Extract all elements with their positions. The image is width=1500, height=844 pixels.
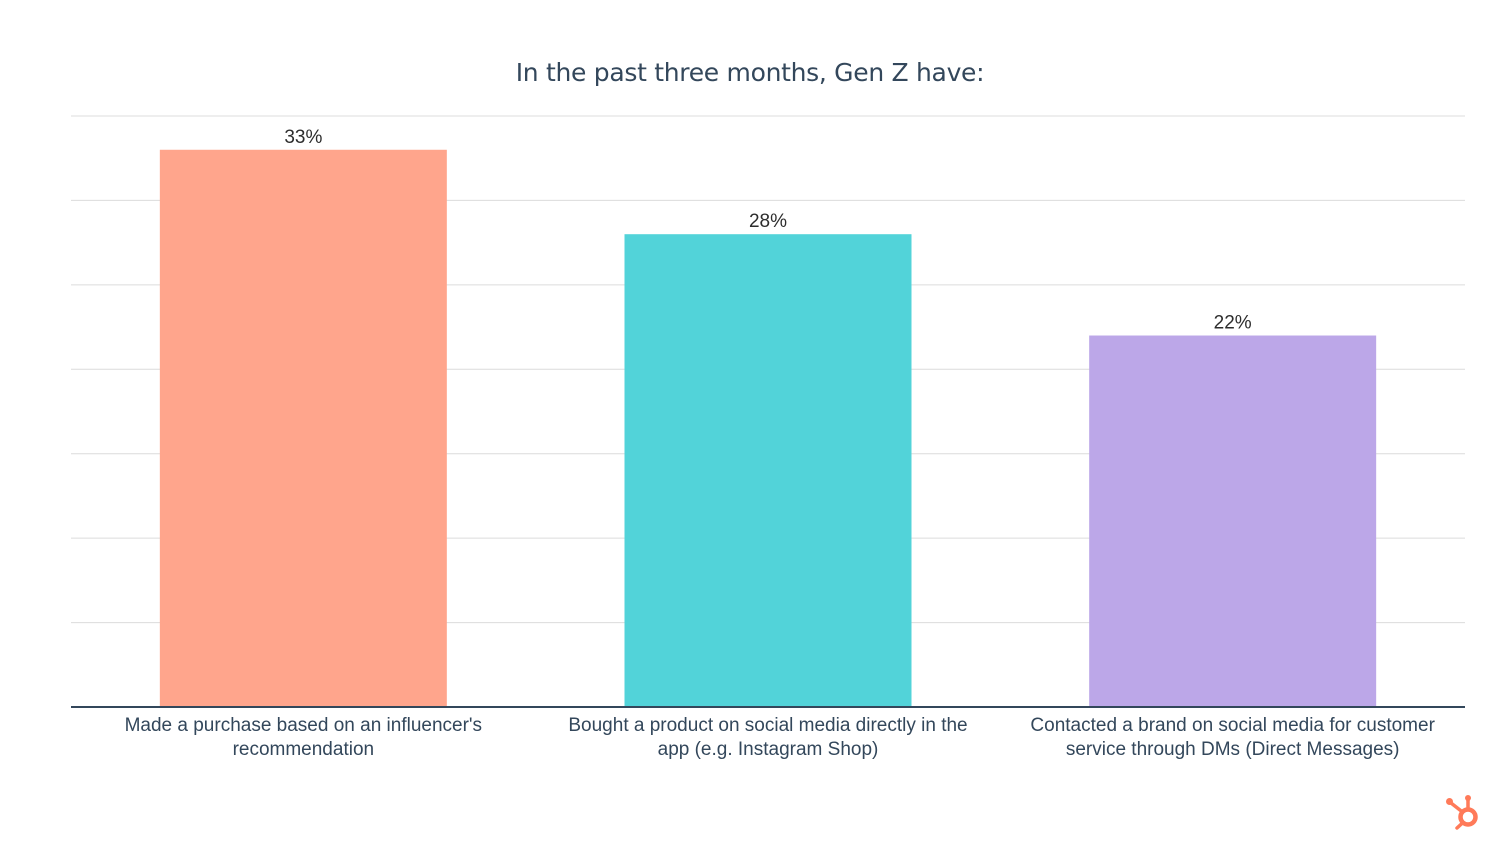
bars bbox=[159, 149, 1377, 707]
category-label-line: Contacted a brand on social media for cu… bbox=[1030, 715, 1435, 736]
hubspot-sprocket-icon bbox=[1446, 795, 1478, 830]
category-label-line: recommendation bbox=[233, 739, 375, 760]
value-labels: 33% 28% 22% bbox=[284, 127, 1251, 334]
category-label-2: Bought a product on social media directl… bbox=[568, 715, 967, 760]
value-label-3: 22% bbox=[1214, 313, 1252, 334]
value-label-2: 28% bbox=[749, 211, 787, 232]
bar-3 bbox=[1089, 335, 1377, 707]
category-label-line: app (e.g. Instagram Shop) bbox=[658, 739, 879, 760]
bar-1 bbox=[159, 149, 447, 707]
bar-2 bbox=[624, 234, 912, 707]
category-label-line: service through DMs (Direct Messages) bbox=[1066, 739, 1400, 760]
chart-title: In the past three months, Gen Z have: bbox=[515, 58, 985, 87]
value-label-1: 33% bbox=[284, 127, 322, 148]
category-label-1: Made a purchase based on an influencer's… bbox=[125, 715, 482, 760]
category-label-line: Made a purchase based on an influencer's bbox=[125, 715, 482, 736]
category-label-line: Bought a product on social media directl… bbox=[568, 715, 967, 736]
category-label-3: Contacted a brand on social media for cu… bbox=[1030, 715, 1435, 760]
category-labels: Made a purchase based on an influencer's… bbox=[125, 715, 1436, 760]
